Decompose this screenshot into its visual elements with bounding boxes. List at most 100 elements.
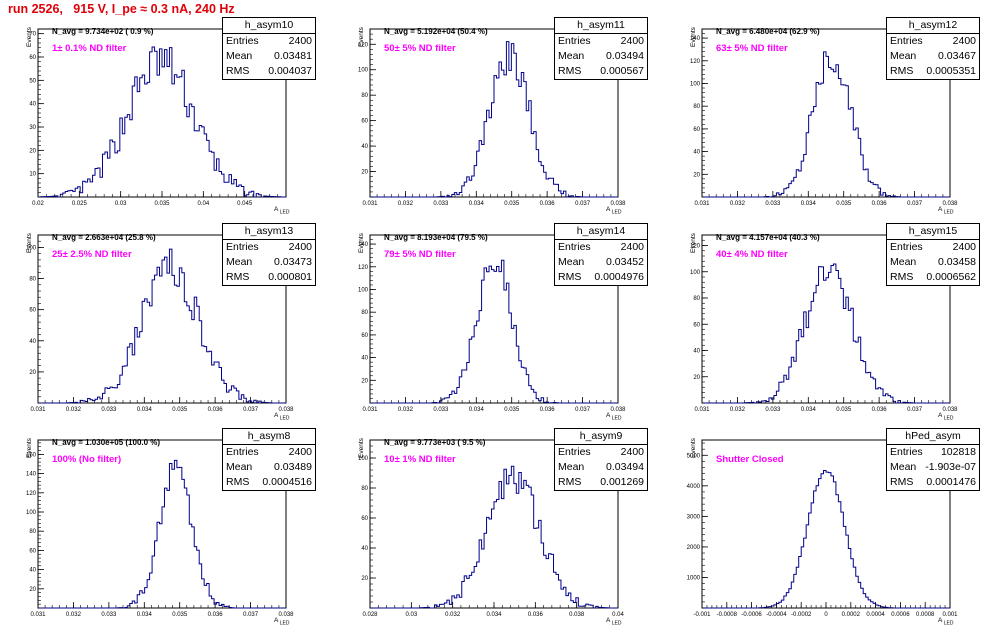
x-tick-label: 0.034 xyxy=(137,407,153,413)
stats-title: h_asym13 xyxy=(223,224,315,240)
stats-row-mean: Mean 0.03489 xyxy=(223,460,315,475)
x-tick-label: 0.034 xyxy=(801,407,817,413)
x-axis-label-main: A xyxy=(274,617,279,624)
x-tick-label: 0.033 xyxy=(765,407,781,413)
x-tick-label: 0.038 xyxy=(610,407,626,413)
x-axis-label-sub: LED xyxy=(278,415,290,422)
stats-box: h_asym9 Entries 2400 Mean 0.03494 RMS 0.001269 xyxy=(554,428,648,491)
stats-row-mean: Mean 0.03467 xyxy=(887,49,979,64)
y-tick-label: 20 xyxy=(29,587,36,593)
stats-key: Entries xyxy=(890,446,923,458)
y-axis-label: Events xyxy=(358,27,365,47)
x-axis-label-sub: LED xyxy=(942,415,954,422)
plot-frame xyxy=(701,28,951,198)
stats-key: Mean xyxy=(890,256,917,268)
x-tick-label: 0.031 xyxy=(694,407,710,413)
stats-key: RMS xyxy=(226,476,250,488)
stats-value: 0.03494 xyxy=(606,50,644,62)
x-tick-label: 0.035 xyxy=(172,407,188,413)
n-avg-label: N_avg = 9.734e+02 ( 0.9 %) xyxy=(52,27,154,36)
histogram-plot: 0.031 0.032 0.033 0.034 0.035 0.036 0.037 0.038… xyxy=(690,234,958,413)
x-tick-label: 0.033 xyxy=(765,201,781,207)
x-axis-label-main: A xyxy=(938,617,943,624)
y-axis-label: Events xyxy=(358,438,365,458)
x-tick-label: 0.001 xyxy=(942,612,958,618)
y-tick-label: 60 xyxy=(29,55,36,61)
y-tick-label: 40 xyxy=(29,568,36,574)
filter-label: 1± 0.1% ND filter xyxy=(52,43,127,54)
y-tick-label: 70 xyxy=(29,32,36,38)
y-tick-label: 60 xyxy=(29,548,36,554)
plot-frame xyxy=(369,28,619,198)
filter-label: 40± 4% ND filter xyxy=(716,249,788,260)
histogram-plot: 0.031 0.032 0.033 0.034 0.035 0.036 0.037 0.038… xyxy=(26,439,294,618)
stats-key: Mean xyxy=(226,256,253,268)
y-axis-label: Events xyxy=(690,438,697,458)
y-tick-label: 40 xyxy=(361,546,368,552)
stats-box: h_asym11 Entries 2400 Mean 0.03494 RMS 0.00056… xyxy=(554,17,648,80)
stats-row-entries: Entries 2400 xyxy=(223,445,315,460)
y-tick-label: 100 xyxy=(358,68,369,74)
histogram-series xyxy=(38,46,286,198)
x-axis-label-main: A xyxy=(938,206,943,213)
y-tick-label: 60 xyxy=(361,516,368,522)
n-avg-label: N_avg = 1.030e+05 (100.0 %) xyxy=(52,438,161,447)
y-tick-label: 60 xyxy=(693,322,700,328)
x-axis-label-sub: LED xyxy=(610,415,622,422)
histogram-panel: 0.028 0.03 0.032 0.034 0.036 0.038 0.04 20 40 60 8… xyxy=(332,428,662,636)
n-avg-label: N_avg = 2.663e+04 (25.8 %) xyxy=(52,233,156,242)
stats-value: 2400 xyxy=(288,35,312,47)
y-tick-label: 100 xyxy=(690,81,701,87)
stats-box: h_asym13 Entries 2400 Mean 0.03473 RMS 0.00080… xyxy=(222,223,316,286)
x-tick-label: 0.032 xyxy=(445,612,461,618)
x-axis-label-main: A xyxy=(606,617,611,624)
stats-title: h_asym14 xyxy=(555,224,647,240)
x-axis-label: A LED xyxy=(938,412,953,421)
stats-title: h_asym11 xyxy=(555,18,647,34)
x-tick-label: 0.037 xyxy=(575,407,591,413)
x-tick-label: 0.034 xyxy=(469,201,485,207)
stats-key: RMS xyxy=(226,271,250,283)
x-tick-label: 0.038 xyxy=(610,201,626,207)
x-tick-label: 0.037 xyxy=(907,407,923,413)
stats-row-rms: RMS 0.0005351 xyxy=(887,64,979,79)
filter-label: 100% (No filter) xyxy=(52,454,122,465)
stats-value: 2400 xyxy=(952,35,976,47)
stats-value: 0.0006562 xyxy=(926,271,976,283)
y-tick-label: 80 xyxy=(29,529,36,535)
stats-value: 0.03481 xyxy=(274,50,312,62)
x-tick-label: 0 xyxy=(824,612,828,618)
stats-title: h_asym12 xyxy=(887,18,979,34)
y-axis-label: Events xyxy=(26,27,33,47)
x-axis-label: A LED xyxy=(606,412,621,421)
stats-row-rms: RMS 0.0001476 xyxy=(887,475,979,490)
stats-row-rms: RMS 0.000801 xyxy=(223,270,315,285)
y-tick-label: 50 xyxy=(29,78,36,84)
n-avg-label: N_avg = 6.480e+04 (62.9 %) xyxy=(716,27,820,36)
stats-row-entries: Entries 2400 xyxy=(887,34,979,49)
stats-key: Mean xyxy=(890,461,917,473)
x-tick-label: 0.038 xyxy=(942,201,958,207)
histogram-panel: 0.02 0.025 0.03 0.035 0.04 0.045 10 20 30 40 50 60 7… xyxy=(0,17,330,225)
x-tick-label: 0.036 xyxy=(208,407,224,413)
x-tick-label: 0.034 xyxy=(801,201,817,207)
x-tick-label: 0.033 xyxy=(101,407,117,413)
y-tick-label: 140 xyxy=(690,36,701,42)
x-tick-label: 0.033 xyxy=(101,612,117,618)
y-tick-label: 100 xyxy=(358,456,369,462)
filter-label: 50± 5% ND filter xyxy=(384,43,456,54)
plot-frame xyxy=(369,234,619,404)
stats-box: hPed_asym Entries 102818 Mean -1.903e-07 RMS 0… xyxy=(886,428,980,491)
stats-row-entries: Entries 2400 xyxy=(555,445,647,460)
stats-title: h_asym9 xyxy=(555,429,647,445)
stats-row-mean: Mean 0.03458 xyxy=(887,255,979,270)
x-axis-label: A LED xyxy=(274,206,289,215)
stats-row-entries: Entries 2400 xyxy=(223,34,315,49)
y-axis-label: Events xyxy=(26,233,33,253)
x-tick-label: 0.031 xyxy=(362,201,378,207)
stats-key: Entries xyxy=(558,35,591,47)
y-tick-label: 120 xyxy=(26,491,37,497)
x-tick-label: 0.0004 xyxy=(866,612,885,618)
histogram-panel: 0.031 0.032 0.033 0.034 0.035 0.036 0.037 0.038… xyxy=(0,223,330,431)
y-axis-label: Events xyxy=(26,438,33,458)
